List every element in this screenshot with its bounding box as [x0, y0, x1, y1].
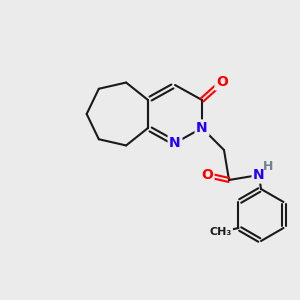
Text: N: N [196, 121, 208, 135]
Text: N: N [253, 168, 265, 182]
Text: CH₃: CH₃ [209, 227, 232, 237]
Text: O: O [216, 75, 228, 89]
Text: H: H [263, 160, 273, 173]
Text: O: O [201, 168, 213, 182]
Text: N: N [169, 136, 181, 150]
